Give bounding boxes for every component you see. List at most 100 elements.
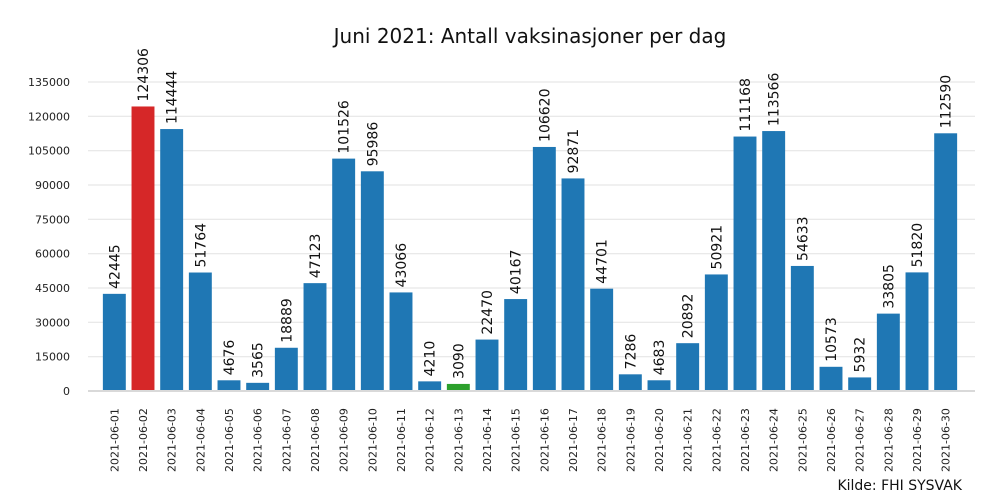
data-label: 5932 xyxy=(853,337,869,373)
bar xyxy=(590,288,614,391)
bar xyxy=(905,272,929,391)
bar xyxy=(303,283,327,391)
data-label: 47123 xyxy=(308,234,324,279)
x-tick-label: 2021-06-15 xyxy=(510,408,523,472)
data-label: 50921 xyxy=(709,225,725,270)
bar xyxy=(332,158,356,391)
data-label: 114444 xyxy=(165,71,181,125)
bar xyxy=(790,265,814,391)
x-tick-label: 2021-06-07 xyxy=(280,408,293,472)
x-tick-label: 2021-06-10 xyxy=(366,408,379,472)
bar xyxy=(246,382,270,391)
x-tick-label: 2021-06-30 xyxy=(940,408,953,472)
x-tick-label: 2021-06-20 xyxy=(653,408,666,472)
data-label: 124306 xyxy=(136,48,152,102)
x-axis-ticks: 2021-06-01 2021-06-02 2021-06-03 2021-06-04… xyxy=(108,408,952,472)
x-tick-label: 2021-06-12 xyxy=(424,408,437,472)
data-label: 44701 xyxy=(595,239,611,284)
data-label: 112590 xyxy=(939,75,955,128)
y-tick-label: 60000 xyxy=(35,248,70,261)
x-tick-label: 2021-06-16 xyxy=(538,408,551,472)
data-label: 113566 xyxy=(767,73,783,127)
y-tick-label: 135000 xyxy=(28,76,70,89)
bar xyxy=(704,274,728,391)
bar xyxy=(676,343,700,391)
x-tick-label: 2021-06-24 xyxy=(768,408,781,472)
bar xyxy=(876,313,900,391)
x-tick-label: 2021-06-06 xyxy=(252,408,265,472)
data-label: 92871 xyxy=(566,129,582,174)
x-tick-label: 2021-06-14 xyxy=(481,408,494,472)
x-tick-label: 2021-06-28 xyxy=(882,408,895,472)
source-note: Kilde: FHI SYSVAK xyxy=(837,478,962,494)
x-tick-label: 2021-06-09 xyxy=(338,408,351,472)
data-labels: 42445 124306 114444 51764 4676 3565 18889 47123… xyxy=(107,48,954,379)
bar xyxy=(618,374,642,391)
bar xyxy=(647,380,671,391)
bar xyxy=(733,136,757,391)
x-tick-label: 2021-06-08 xyxy=(309,408,322,472)
bar xyxy=(389,292,413,391)
x-tick-label: 2021-06-02 xyxy=(137,408,150,472)
bar xyxy=(188,272,212,391)
x-tick-label: 2021-06-18 xyxy=(596,408,609,472)
bar xyxy=(532,146,556,391)
data-label: 20892 xyxy=(681,294,697,339)
x-tick-label: 2021-06-25 xyxy=(796,408,809,472)
y-tick-label: 45000 xyxy=(35,282,70,295)
x-tick-label: 2021-06-03 xyxy=(166,408,179,472)
y-tick-label: 75000 xyxy=(35,213,70,226)
bar xyxy=(446,383,470,391)
bar xyxy=(217,380,241,391)
data-label: 101526 xyxy=(337,100,353,154)
y-tick-label: 90000 xyxy=(35,179,70,192)
gridlines xyxy=(88,81,975,358)
x-tick-label: 2021-06-22 xyxy=(710,408,723,472)
data-label: 18889 xyxy=(279,298,295,343)
bar xyxy=(360,171,384,391)
y-tick-label: 120000 xyxy=(28,110,70,123)
y-axis-ticks: 0 15000 30000 45000 60000 75000 90000 105000 120… xyxy=(28,76,70,398)
x-tick-label: 2021-06-17 xyxy=(567,408,580,472)
chart-title: Juni 2021: Antall vaksinasjoner per dag xyxy=(332,24,727,48)
y-tick-label: 105000 xyxy=(28,145,70,158)
x-tick-label: 2021-06-19 xyxy=(624,408,637,472)
x-tick-label: 2021-06-27 xyxy=(854,408,867,472)
bar xyxy=(848,377,872,391)
x-tick-label: 2021-06-01 xyxy=(108,408,121,472)
bar xyxy=(762,131,786,391)
bar xyxy=(160,129,184,391)
bars xyxy=(102,106,958,391)
y-tick-label: 15000 xyxy=(35,351,70,364)
data-label: 106620 xyxy=(537,89,553,142)
x-tick-label: 2021-06-23 xyxy=(739,408,752,472)
bar xyxy=(102,293,126,391)
bar xyxy=(418,381,442,391)
data-label: 4683 xyxy=(652,340,668,376)
x-tick-label: 2021-06-29 xyxy=(911,408,924,472)
data-label: 22470 xyxy=(480,290,496,335)
bar xyxy=(274,347,298,391)
x-tick-label: 2021-06-13 xyxy=(452,408,465,472)
data-label: 43066 xyxy=(394,243,410,288)
x-tick-label: 2021-06-26 xyxy=(825,408,838,472)
data-label: 54633 xyxy=(795,216,811,261)
data-label: 10573 xyxy=(824,317,840,362)
bar xyxy=(131,106,155,391)
x-tick-label: 2021-06-05 xyxy=(223,408,236,472)
data-label: 95986 xyxy=(365,122,381,167)
bar xyxy=(934,133,958,391)
bar xyxy=(504,299,528,391)
data-label: 4676 xyxy=(222,340,238,376)
data-label: 40167 xyxy=(509,250,525,295)
data-label: 111168 xyxy=(738,78,754,131)
data-label: 51820 xyxy=(910,223,926,268)
data-label: 3090 xyxy=(451,343,467,379)
data-label: 7286 xyxy=(623,334,639,370)
data-label: 42445 xyxy=(107,244,123,289)
y-tick-label: 30000 xyxy=(35,316,70,329)
y-tick-label: 0 xyxy=(63,385,70,398)
bar xyxy=(819,366,843,391)
x-tick-label: 2021-06-04 xyxy=(194,408,207,472)
